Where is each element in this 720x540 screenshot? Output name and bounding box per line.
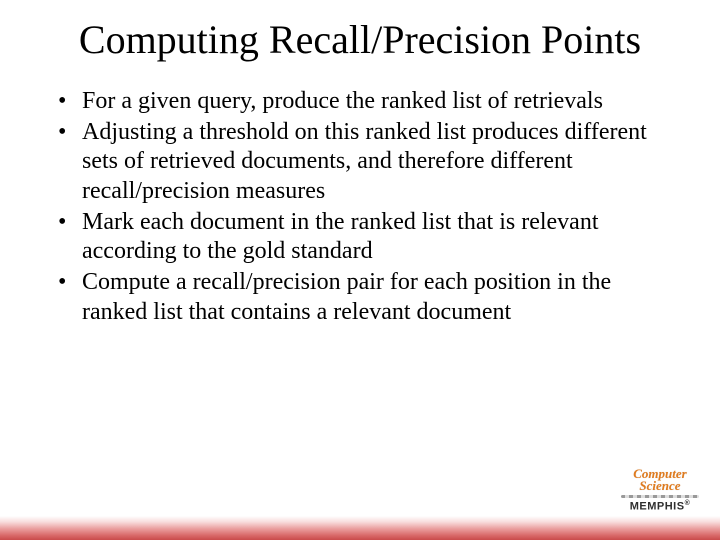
list-item: Adjusting a threshold on this ranked lis… [54, 118, 666, 206]
logo-university: MEMPHIS® [630, 500, 691, 513]
bullet-list: For a given query, produce the ranked li… [54, 87, 666, 327]
list-item: Compute a recall/precision pair for each… [54, 268, 666, 327]
logo-dept-line2: Science [639, 480, 680, 492]
bullet-text: Mark each document in the ranked list th… [82, 209, 599, 264]
bullet-text: Adjusting a threshold on this ranked lis… [82, 119, 647, 204]
logo-divider [621, 495, 699, 498]
bullet-text: For a given query, produce the ranked li… [82, 88, 603, 114]
trademark-icon: ® [685, 500, 691, 507]
footer-gradient-band [0, 516, 720, 540]
slide-title: Computing Recall/Precision Points [54, 18, 666, 63]
university-logo: Computer Science MEMPHIS® [616, 466, 704, 514]
list-item: Mark each document in the ranked list th… [54, 208, 666, 267]
bullet-text: Compute a recall/precision pair for each… [82, 269, 611, 324]
list-item: For a given query, produce the ranked li… [54, 87, 666, 116]
slide: Computing Recall/Precision Points For a … [0, 0, 720, 540]
